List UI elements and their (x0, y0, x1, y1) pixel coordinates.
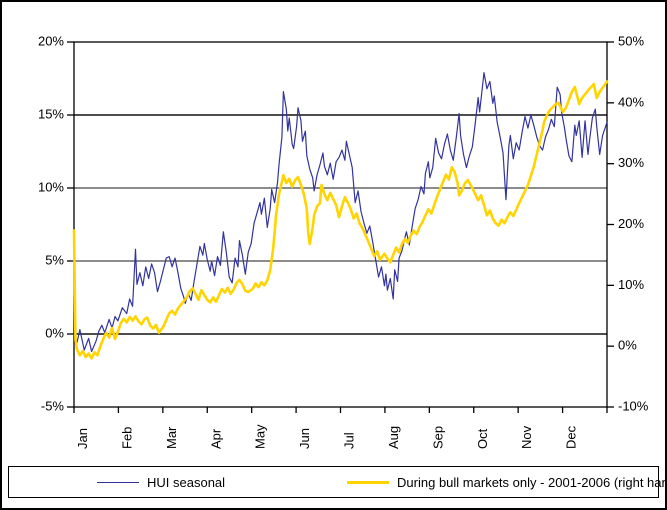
right-axis-tick-label: 50% (618, 33, 644, 48)
x-axis-month-label: Nov (519, 425, 534, 449)
bull-markets-line (72, 80, 609, 360)
legend-label-bull-markets: During bull markets only - 2001-2006 (ri… (397, 474, 665, 490)
right-axis-tick-label: 10% (618, 277, 644, 292)
legend-label-hui-seasonal: HUI seasonal (147, 474, 226, 490)
left-axis-tick-label: 5% (45, 252, 64, 267)
left-axis-tick-label: 20% (38, 33, 64, 48)
x-axis-month-label: Feb (119, 427, 134, 449)
right-axis-tick-label: 0% (618, 338, 637, 353)
right-axis-tick-label: 20% (618, 216, 644, 231)
right-axis-tick-label: 40% (618, 94, 644, 109)
left-axis-tick-label: 15% (38, 106, 64, 121)
bull-markets-line-swatch (347, 480, 390, 484)
hui-seasonal-line (73, 72, 608, 353)
left-axis-tick-label: 0% (45, 325, 64, 340)
right-axis-tick-label: 30% (618, 155, 644, 170)
plot-border (73, 41, 608, 408)
x-axis-month-label: Oct (475, 428, 490, 449)
x-axis-month-label: Jul (342, 432, 357, 449)
x-axis-month-label: Dec (564, 425, 579, 449)
left-axis-tick-label: 10% (38, 179, 64, 194)
legend-item-hui-seasonal: HUI seasonal (97, 475, 225, 490)
right-axis-tick-label: -10% (618, 398, 649, 413)
legend-item-bull-markets: During bull markets only - 2001-2006 (ri… (347, 474, 665, 490)
chart-legend: HUI seasonal During bull markets only - … (8, 466, 665, 498)
x-axis-month-label: Apr (208, 428, 223, 449)
x-axis-month-label: Jan (75, 428, 90, 449)
x-axis-month-label: Aug (386, 426, 401, 449)
left-axis-tick-label: -5% (41, 398, 65, 413)
x-axis-month-label: Jun (297, 428, 312, 449)
x-axis-month-label: Sep (430, 426, 445, 449)
hui-seasonal-line-swatch (97, 481, 139, 483)
x-axis-month-label: May (253, 424, 268, 449)
x-axis-month-label: Mar (164, 426, 179, 449)
